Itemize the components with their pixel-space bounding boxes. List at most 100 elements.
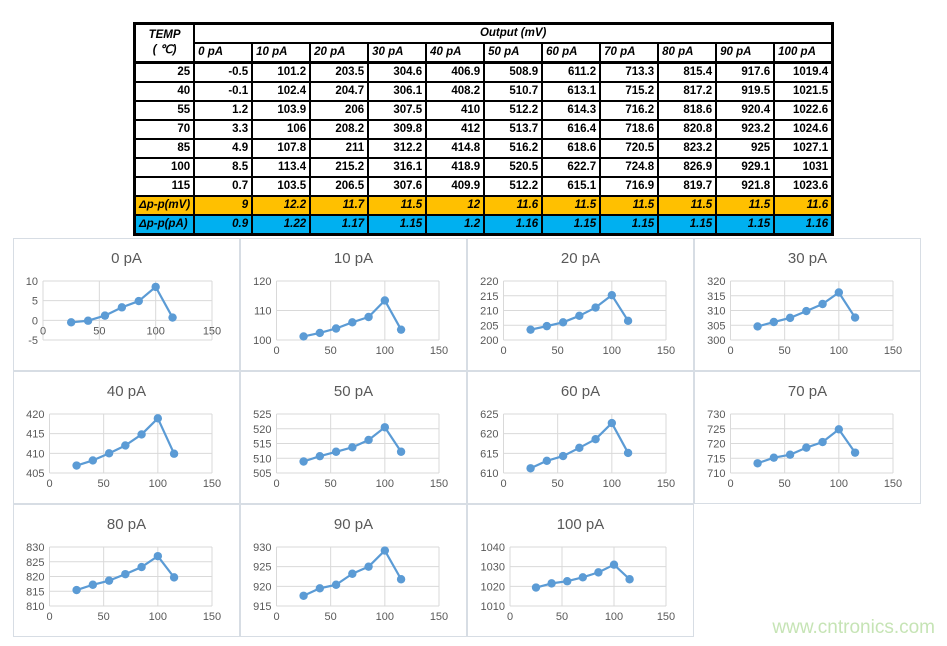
summary-value-cell: 0.9 — [193, 214, 254, 236]
summary-value-cell: 1.15 — [599, 214, 660, 236]
chart-title: 80 pA — [107, 516, 146, 533]
value-cell: 614.3 — [541, 100, 602, 121]
summary-value-cell: 11.5 — [715, 195, 776, 216]
watermark: www.cntronics.com — [772, 617, 935, 638]
chart-90-pa: 915 920 925 930 0 50 100 150 90 pA — [240, 504, 467, 637]
value-cell: 513.7 — [483, 119, 544, 140]
summary-value-cell: 11.5 — [657, 195, 718, 216]
x-tick-label: 100 — [830, 345, 848, 357]
value-cell: 716.9 — [599, 176, 660, 197]
x-tick-label: 100 — [603, 345, 621, 357]
chart-title: 10 pA — [334, 250, 373, 267]
column-header: 50 pA — [483, 42, 544, 64]
y-tick-label: 120 — [253, 276, 271, 288]
value-cell: 1024.6 — [773, 119, 834, 140]
x-tick-label: 150 — [657, 345, 675, 357]
x-tick-label: 50 — [556, 611, 568, 623]
value-cell: 406.9 — [425, 61, 486, 83]
summary-value-cell: 1.15 — [715, 214, 776, 236]
y-tick-label: 1020 — [481, 581, 505, 593]
y-tick-label: 415 — [26, 429, 44, 441]
temp-header-cell: TEMP ( ℃) — [133, 22, 196, 64]
x-tick-label: 50 — [93, 325, 105, 337]
value-cell: 304.6 — [367, 61, 428, 83]
x-tick-label: 100 — [149, 478, 167, 490]
value-cell: 408.2 — [425, 81, 486, 102]
y-tick-label: 730 — [707, 409, 725, 421]
value-cell: 1.2 — [193, 100, 254, 121]
value-cell: 508.9 — [483, 61, 544, 83]
y-tick-label: 110 — [254, 306, 272, 318]
y-tick-label: 825 — [26, 557, 44, 569]
x-tick-label: 50 — [98, 611, 110, 623]
x-tick-label: 0 — [40, 325, 46, 337]
chart-0-pa: -5 0 5 10 0 50 100 150 0 pA — [13, 238, 240, 371]
y-tick-label: 525 — [253, 409, 271, 421]
summary-label-cell: Δp-p(pA) — [133, 214, 196, 236]
value-cell: 206 — [309, 100, 370, 121]
chart-title: 20 pA — [561, 250, 600, 267]
value-cell: 718.6 — [599, 119, 660, 140]
chart-title: 0 pA — [111, 250, 142, 267]
value-cell: 211 — [309, 138, 370, 159]
table-row: 25 -0.5 101.2 203.5 304.6 406.9 508.9 611.2 713.… — [133, 61, 834, 83]
charts-grid: -5 0 5 10 0 50 100 150 0 pA 100 110 120 0 50 100 150 10 … — [13, 238, 921, 637]
value-cell: 316.1 — [367, 157, 428, 178]
value-cell: 520.5 — [483, 157, 544, 178]
x-tick-label: 100 — [376, 611, 394, 623]
value-cell: 929.1 — [715, 157, 776, 178]
summary-value-cell: 11.7 — [309, 195, 370, 216]
table-row: 55 1.2 103.9 206 307.5 410 512.2 614.3 716.2 818.… — [133, 100, 834, 121]
summary-value-cell: 12 — [425, 195, 486, 216]
y-tick-label: 920 — [253, 581, 271, 593]
value-cell: 106 — [251, 119, 312, 140]
chart-70-pa: 710 715 720 725 730 0 50 100 150 70 pA — [694, 371, 921, 504]
x-tick-label: 0 — [46, 611, 52, 623]
value-cell: 826.9 — [657, 157, 718, 178]
chart-title: 40 pA — [107, 383, 146, 400]
y-tick-label: 1040 — [481, 542, 505, 554]
summary-value-cell: 1.15 — [367, 214, 428, 236]
x-tick-label: 150 — [884, 345, 902, 357]
x-tick-label: 100 — [149, 611, 167, 623]
chart-20-pa: 200 205 210 215 220 0 50 100 150 20 pA — [467, 238, 694, 371]
chart-60-pa: 610 615 620 625 0 50 100 150 60 pA — [467, 371, 694, 504]
chart-title: 100 pA — [557, 516, 605, 533]
value-cell: 823.2 — [657, 138, 718, 159]
value-cell: 418.9 — [425, 157, 486, 178]
summary-value-cell: 11.5 — [599, 195, 660, 216]
output-table: TEMP ( ℃) Output (mV) 0 pA 10 pA 20 pA 30 p… — [133, 22, 835, 236]
y-tick-label: 820 — [26, 572, 44, 584]
y-tick-label: 220 — [480, 276, 498, 288]
x-tick-label: 0 — [273, 345, 279, 357]
value-cell: 208.2 — [309, 119, 370, 140]
y-tick-label: 215 — [480, 291, 498, 303]
value-cell: 410 — [425, 100, 486, 121]
summary-value-cell: 1.2 — [425, 214, 486, 236]
value-cell: 307.5 — [367, 100, 428, 121]
value-cell: 414.8 — [425, 138, 486, 159]
column-header: 0 pA — [193, 42, 254, 64]
summary-label-cell: Δp-p(mV) — [133, 195, 196, 216]
value-cell: 309.8 — [367, 119, 428, 140]
value-cell: 516.2 — [483, 138, 544, 159]
summary-value-cell: 12.2 — [251, 195, 312, 216]
chart-40-pa: 405 410 415 420 0 50 100 150 40 pA — [13, 371, 240, 504]
value-cell: 917.6 — [715, 61, 776, 83]
value-cell: 622.7 — [541, 157, 602, 178]
y-tick-label: 305 — [707, 320, 725, 332]
value-cell: 920.4 — [715, 100, 776, 121]
x-tick-label: 50 — [325, 345, 337, 357]
value-cell: 818.6 — [657, 100, 718, 121]
summary-row: Δp-p(pA) 0.9 1.22 1.17 1.15 1.2 1.16 1.15 1.15 1.… — [133, 214, 834, 236]
summary-value-cell: 1.16 — [773, 214, 834, 236]
y-tick-label: 915 — [253, 601, 271, 613]
column-header: 10 pA — [251, 42, 312, 64]
value-cell: 203.5 — [309, 61, 370, 83]
value-cell: 307.6 — [367, 176, 428, 197]
x-tick-label: 50 — [98, 478, 110, 490]
value-cell: 724.8 — [599, 157, 660, 178]
value-cell: 615.1 — [541, 176, 602, 197]
value-cell: 0.7 — [193, 176, 254, 197]
value-cell: 720.5 — [599, 138, 660, 159]
